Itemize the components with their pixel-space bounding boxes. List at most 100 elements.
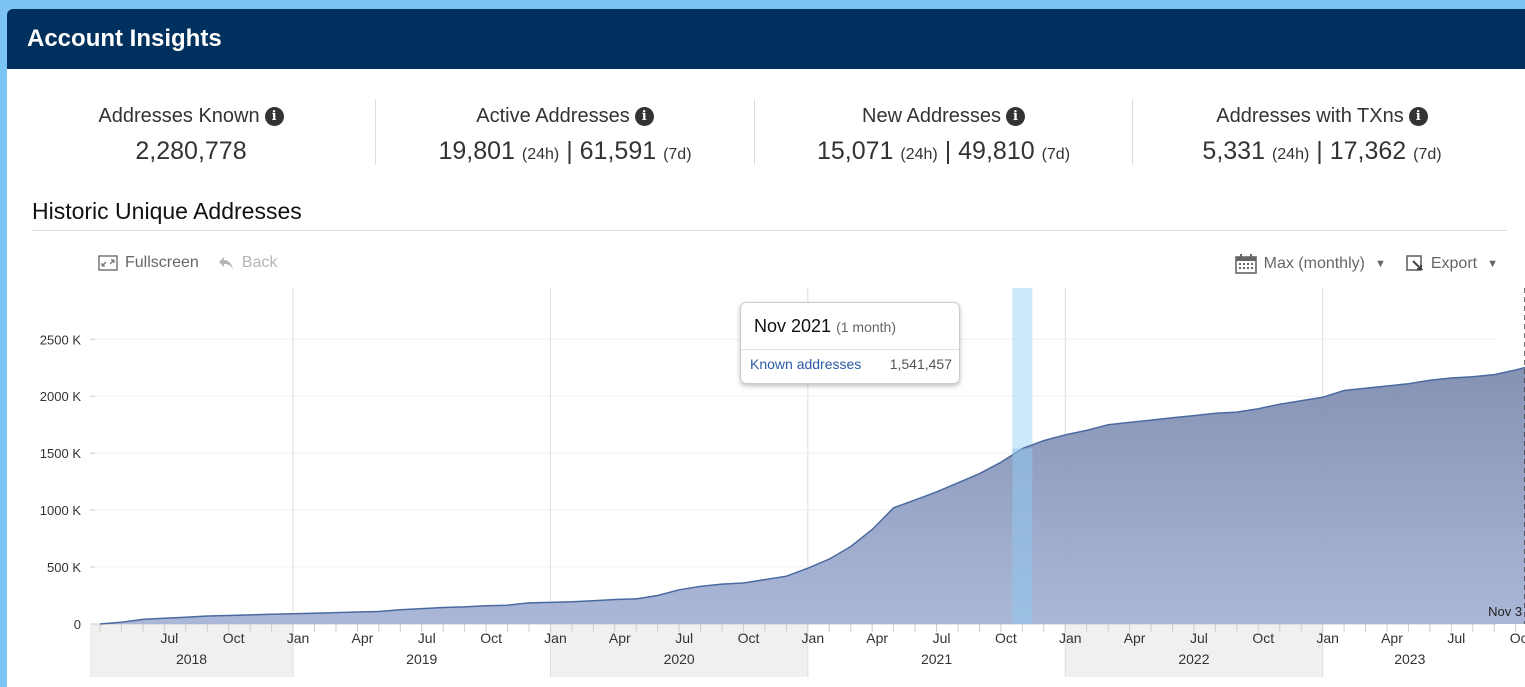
back-arrow-icon [218,257,233,270]
info-icon[interactable]: i [634,107,654,126]
x-tick-label: Jul [1447,630,1465,646]
stat-value-7d: 49,810 [958,137,1035,165]
year-band [550,624,808,677]
y-tick-label: 2000 K [40,389,82,404]
export-dropdown[interactable]: Export ▼ [1406,254,1498,274]
unit-24h: (24h) [1271,146,1310,163]
range-dropdown[interactable]: Max (monthly) ▼ [1234,254,1386,274]
separator: | [1316,137,1323,165]
x-tick-label: Apr [1124,630,1146,646]
x-tick-label: Oct [1252,630,1274,646]
divider [1132,99,1133,165]
x-year-label: 2023 [1394,651,1425,667]
stat-addresses-known: Addresses Known i 2,280,778 [7,99,375,173]
unit-24h: (24h) [900,146,938,163]
unit-7d: (7d) [1041,146,1071,163]
stat-label: Addresses Known [98,105,260,127]
export-label: Export [1430,255,1478,272]
tooltip-period: (1 month) [836,319,896,335]
y-tick-label: 2500 K [40,332,82,347]
tooltip-month: Nov 2021 [754,316,832,336]
stat-value: 2,280,778 [135,137,247,165]
section-title: Historic Unique Addresses [32,198,302,224]
x-tick-label: Apr [866,630,888,646]
series-line [99,366,1525,625]
x-year-label: 2022 [1178,651,1209,667]
tooltip-value: 1,541,457 [889,356,952,372]
unit-24h: (24h) [521,146,560,163]
back-button[interactable]: Back [217,254,278,272]
x-tick-label: Jul [160,630,178,646]
x-tick-label: Oct [738,630,760,646]
x-tick-label: Jul [1190,630,1208,646]
fullscreen-label: Fullscreen [125,254,199,271]
x-tick-label: Apr [1381,630,1403,646]
hover-highlight-overlay [1012,448,1033,624]
year-band [1065,624,1323,677]
x-tick-label: Jul [675,630,693,646]
calendar-icon [1234,254,1257,274]
stat-value-7d: 17,362 [1329,137,1407,165]
separator: | [566,137,573,165]
x-tick-label: Jan [544,630,567,646]
x-tick-label: Jan [802,630,825,646]
stat-label: Addresses with TXns [1216,105,1404,127]
chart-tooltip: Nov 2021 (1 month) Known addresses 1,541… [740,302,960,384]
stat-value-24h: 5,331 [1202,137,1265,165]
chevron-down-icon: ▼ [1374,258,1386,270]
x-tick-label: Oct [223,630,245,646]
unit-7d: (7d) [663,146,692,163]
stat-new-addresses: New Addresses i 15,071 (24h) | 49,810 (7d… [754,99,1133,173]
separator: | [944,137,952,165]
x-tick-label: Oct [480,630,502,646]
area-chart: Nov 3 0 500 K 1000 K 1500 K 2000 K 2500 K Jul Oc… [40,288,1525,677]
x-tick-label: Jul [418,630,436,646]
section-divider [32,230,1507,231]
x-tick-label: Oct [995,630,1017,646]
back-label: Back [241,254,278,271]
info-icon[interactable]: i [1408,107,1428,126]
year-band [90,624,294,677]
y-tick-label: 1000 K [40,503,82,518]
panel-header: Account Insights [7,9,1525,69]
stat-active-addresses: Active Addresses i 19,801 (24h) | 61,591 … [375,99,755,173]
stat-value-7d: 61,591 [579,137,657,165]
stat-label: Active Addresses [476,105,630,127]
chevron-down-icon: ▼ [1487,258,1498,270]
divider [754,99,755,165]
chart-toolbar-left: Fullscreen Back [98,254,277,272]
x-tick-label: Jan [1059,630,1082,646]
panel-title: Account Insights [27,25,222,52]
range-label: Max (monthly) [1263,255,1365,272]
x-year-label: 2021 [921,651,952,667]
x-tick-label: Jan [1316,630,1339,646]
fullscreen-icon [98,255,118,271]
y-tick-label: 500 K [47,560,81,575]
stat-label: New Addresses [862,105,1001,127]
y-tick-label: 0 [74,617,81,632]
x-year-label: 2019 [406,651,437,667]
x-tick-label: Apr [352,630,374,646]
divider [375,99,376,165]
end-marker-label: Nov 3 [1488,604,1522,619]
tooltip-series-name: Known addresses [750,356,862,372]
series-area [100,367,1525,624]
y-tick-label: 1500 K [40,446,82,461]
x-tick-label: Jul [933,630,951,646]
stat-value-24h: 15,071 [816,137,894,165]
x-tick-label: Jan [287,630,310,646]
stat-addresses-with-txns: Addresses with TXns i 5,331 (24h) | 17,36… [1132,99,1512,173]
stats-row: Addresses Known i 2,280,778 Active Addres… [7,99,1525,173]
x-year-label: 2018 [176,651,207,667]
export-icon [1406,255,1424,271]
chart-toolbar-right: Max (monthly) ▼ Export ▼ [1234,254,1498,274]
x-tick-label: Apr [609,630,631,646]
info-icon[interactable]: i [264,107,284,126]
stat-value-24h: 19,801 [438,137,515,165]
info-icon[interactable]: i [1005,107,1025,126]
x-year-label: 2020 [664,651,695,667]
fullscreen-button[interactable]: Fullscreen [98,254,199,272]
account-insights-panel: Account Insights Addresses Known i 2,280,… [7,9,1525,687]
x-tick-label: Oct [1510,630,1525,646]
unit-7d: (7d) [1413,146,1442,163]
